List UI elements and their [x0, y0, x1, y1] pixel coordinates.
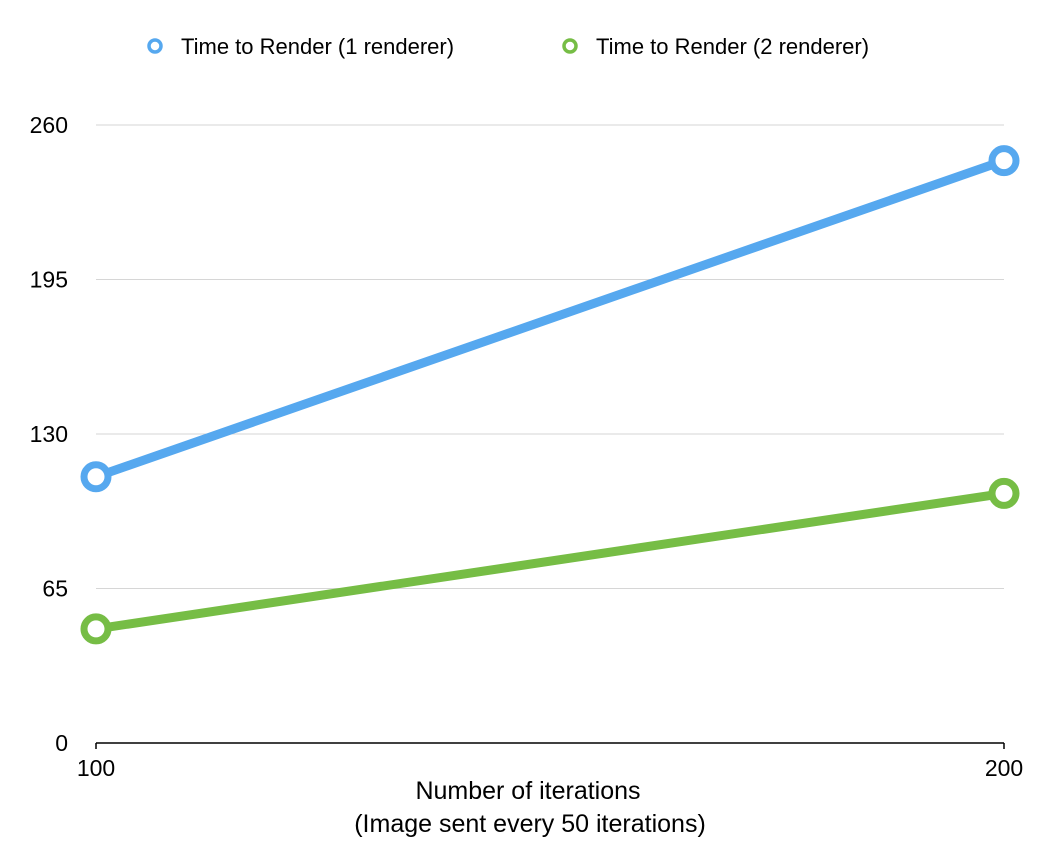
- data-point: [80, 613, 112, 645]
- legend-label: Time to Render (2 renderer): [596, 34, 869, 59]
- x-axis-ticks: 100 200: [77, 743, 1023, 781]
- series-line: [91, 156, 1009, 482]
- legend-marker: [562, 38, 578, 54]
- y-axis-ticks: 0 65 130 195 260: [30, 112, 68, 756]
- chart-series: [80, 145, 1020, 645]
- series-2: [80, 477, 1020, 645]
- legend-label: Time to Render (1 renderer): [181, 34, 454, 59]
- data-point: [988, 477, 1020, 509]
- y-tick-label: 195: [30, 267, 68, 293]
- x-tick-label: 100: [77, 755, 115, 781]
- chart-gridlines: [96, 124, 1004, 589]
- series-line: [91, 488, 1009, 634]
- legend-item: Time to Render (1 renderer): [147, 34, 454, 59]
- data-point: [80, 461, 112, 493]
- x-axis-subtitle: (Image sent every 50 iterations): [354, 810, 706, 838]
- data-point: [988, 145, 1020, 177]
- y-tick-label: 260: [30, 112, 68, 138]
- y-tick-label: 65: [42, 576, 68, 602]
- y-tick-label: 130: [30, 421, 68, 447]
- chart-legend: Time to Render (1 renderer) Time to Rende…: [147, 34, 869, 59]
- x-tick-label: 200: [985, 755, 1023, 781]
- y-tick-label: 0: [55, 730, 68, 756]
- legend-item: Time to Render (2 renderer): [562, 34, 869, 59]
- series-1: [80, 145, 1020, 493]
- x-axis-title: Number of iterations: [415, 777, 640, 805]
- legend-marker: [147, 38, 163, 54]
